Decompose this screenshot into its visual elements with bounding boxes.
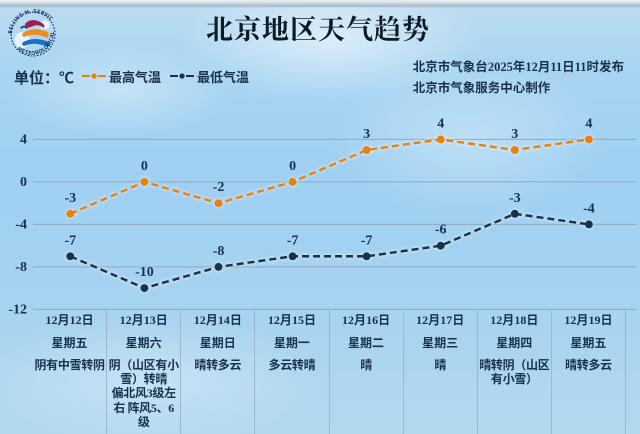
svg-text:-7: -7 [287,233,299,248]
svg-text:0: 0 [289,159,296,174]
svg-text:-3: -3 [509,191,521,206]
svg-text:-4: -4 [583,201,595,216]
svg-text:4: 4 [585,116,592,131]
svg-text:-7: -7 [361,233,373,248]
svg-text:-10: -10 [135,265,154,280]
svg-text:-2: -2 [213,180,225,195]
svg-text:-8: -8 [15,260,27,275]
svg-text:-7: -7 [64,233,76,248]
svg-text:3: 3 [363,127,370,142]
svg-text:0: 0 [141,159,148,174]
svg-text:0: 0 [20,175,27,190]
svg-text:-12: -12 [8,303,27,318]
svg-text:-6: -6 [435,223,447,238]
svg-text:-3: -3 [64,191,76,206]
svg-text:-8: -8 [213,244,225,259]
svg-text:3: 3 [511,127,518,142]
svg-text:4: 4 [437,116,444,131]
svg-text:4: 4 [20,133,27,148]
svg-text:-4: -4 [15,218,27,233]
